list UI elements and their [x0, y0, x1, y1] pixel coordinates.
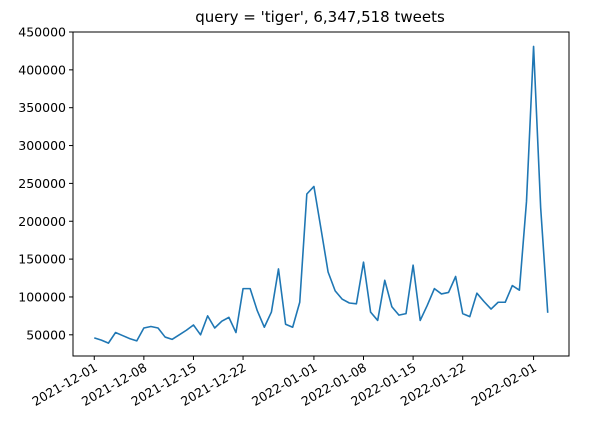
y-tick-label: 300000 — [18, 138, 66, 153]
y-tick-label: 50000 — [26, 327, 66, 342]
series-line-0 — [94, 45, 549, 344]
y-tick-label: 450000 — [18, 25, 66, 40]
y-tick-label: 100000 — [18, 289, 66, 304]
y-tick-label: 250000 — [18, 176, 66, 191]
y-tick-label: 400000 — [18, 62, 66, 77]
y-tick-label: 150000 — [18, 252, 66, 267]
plot-area — [94, 45, 549, 344]
chart-title: query = 'tiger', 6,347,518 tweets — [195, 8, 445, 26]
y-tick-label: 200000 — [18, 214, 66, 229]
x-tick-label: 2022-02-01 — [469, 360, 539, 409]
axes-frame — [72, 31, 570, 357]
y-axis: 50000 100000 150000 200000 250000 300000 35000… — [18, 25, 73, 342]
x-axis: 2021-12-012021-12-082021-12-152021-12-22… — [29, 356, 539, 409]
y-tick-label: 350000 — [18, 100, 66, 115]
